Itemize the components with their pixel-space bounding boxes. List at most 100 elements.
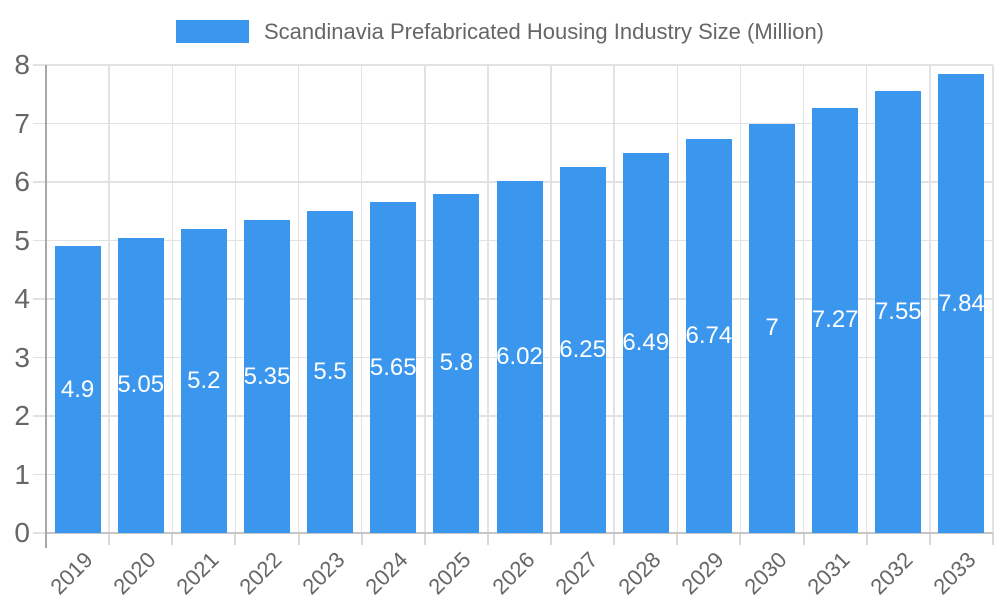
x-tick-mark xyxy=(865,533,868,545)
x-tick-label: 2024 xyxy=(360,547,413,600)
y-tick-mark xyxy=(33,239,46,242)
bar-value-label: 7.84 xyxy=(938,289,985,317)
bar-2028[interactable] xyxy=(622,153,669,533)
bar-2019[interactable] xyxy=(54,246,101,533)
y-gridline xyxy=(46,122,993,125)
x-gridline xyxy=(234,65,237,533)
x-axis-line xyxy=(46,532,993,534)
y-tick-label: 8 xyxy=(14,49,30,80)
x-gridline xyxy=(297,65,300,533)
x-tick-mark xyxy=(802,533,805,545)
bar-value-label: 7 xyxy=(765,314,779,342)
bar-value-label: 7.27 xyxy=(811,306,859,334)
x-gridline xyxy=(424,65,426,533)
y-tick-mark xyxy=(33,122,46,125)
bar-value-label: 5.65 xyxy=(369,353,417,381)
y-tick-mark xyxy=(33,356,46,359)
legend-label: Scandinavia Prefabricated Housing Indust… xyxy=(263,19,825,44)
y-tick-mark xyxy=(33,64,46,66)
x-tick-label: 2019 xyxy=(44,547,98,600)
x-gridline xyxy=(550,65,552,533)
x-tick-mark xyxy=(108,533,111,545)
bar-value-label: 6.74 xyxy=(685,321,733,349)
bar-value-label: 6.02 xyxy=(496,342,543,370)
y-tick-mark xyxy=(33,181,46,183)
x-tick-mark xyxy=(171,533,174,545)
x-tick-mark xyxy=(676,533,679,545)
x-gridline xyxy=(676,65,679,533)
y-axis-line xyxy=(45,65,47,548)
bar-2021[interactable] xyxy=(180,228,227,533)
bar-2027[interactable] xyxy=(559,167,606,533)
x-tick-label: 2025 xyxy=(423,547,477,600)
bar-2031[interactable] xyxy=(812,107,859,533)
x-tick-label: 2027 xyxy=(550,547,603,600)
x-tick-mark xyxy=(739,533,742,545)
x-tick-mark xyxy=(550,533,553,545)
x-tick-label: 2030 xyxy=(739,547,792,600)
y-tick-label: 1 xyxy=(14,458,30,490)
bar-2029[interactable] xyxy=(685,138,732,533)
x-tick-label: 2022 xyxy=(234,547,287,600)
bar-value-label: 5.35 xyxy=(243,362,291,390)
y-tick-mark xyxy=(33,415,46,417)
x-tick-mark xyxy=(360,533,363,545)
x-tick-label: 2021 xyxy=(171,547,224,600)
bar-value-label: 5.5 xyxy=(313,358,347,386)
bar-value-label: 4.9 xyxy=(60,375,95,403)
bar-2020[interactable] xyxy=(117,237,164,533)
y-tick-label: 0 xyxy=(14,517,30,548)
y-tick-label: 7 xyxy=(14,107,30,139)
x-tick-label: 2029 xyxy=(676,547,729,600)
x-gridline xyxy=(108,65,110,533)
x-tick-label: 2031 xyxy=(802,547,855,600)
x-gridline xyxy=(802,65,805,533)
legend[interactable]: Scandinavia Prefabricated Housing Indust… xyxy=(0,20,1000,43)
y-tick-mark xyxy=(33,473,46,476)
y-tick-label: 3 xyxy=(14,341,30,373)
x-gridline xyxy=(865,65,868,533)
x-gridline xyxy=(929,65,931,533)
bar-value-label: 5.8 xyxy=(439,349,474,377)
bar-2033[interactable] xyxy=(938,74,985,533)
x-tick-label: 2023 xyxy=(297,547,350,600)
bar-2024[interactable] xyxy=(370,202,417,533)
bar-2025[interactable] xyxy=(433,193,480,533)
y-tick-mark xyxy=(33,298,46,300)
x-tick-mark xyxy=(613,533,616,545)
bar-2032[interactable] xyxy=(875,91,922,533)
y-tick-label: 4 xyxy=(14,283,30,314)
y-tick-label: 5 xyxy=(14,224,30,256)
x-tick-mark xyxy=(297,533,300,545)
x-tick-mark xyxy=(992,533,994,545)
y-gridline xyxy=(46,64,993,66)
bar-value-label: 5.2 xyxy=(187,366,221,394)
bar-2022[interactable] xyxy=(243,220,290,533)
x-gridline xyxy=(487,65,489,533)
x-tick-mark xyxy=(486,533,489,545)
bar-value-label: 6.25 xyxy=(559,336,606,364)
bar-value-label: 6.49 xyxy=(622,329,670,357)
x-tick-label: 2020 xyxy=(108,547,161,600)
x-gridline xyxy=(992,65,994,533)
x-tick-label: 2032 xyxy=(865,547,918,600)
bar-value-label: 5.05 xyxy=(117,371,165,399)
y-tick-label: 2 xyxy=(14,400,30,431)
bar-2023[interactable] xyxy=(307,211,354,533)
x-tick-label: 2028 xyxy=(613,547,666,600)
x-tick-mark xyxy=(928,533,931,545)
bar-2026[interactable] xyxy=(496,180,543,533)
x-gridline xyxy=(739,65,742,533)
bar-value-label: 7.55 xyxy=(874,298,922,326)
x-gridline xyxy=(360,65,363,533)
legend-swatch[interactable] xyxy=(175,20,249,43)
x-tick-mark xyxy=(423,533,426,545)
x-gridline xyxy=(613,65,615,533)
x-tick-label: 2033 xyxy=(928,547,982,600)
bar-2030[interactable] xyxy=(749,123,796,533)
y-tick-label: 6 xyxy=(14,166,30,197)
y-tick-mark xyxy=(33,532,46,534)
x-tick-label: 2026 xyxy=(486,547,540,600)
x-gridline xyxy=(171,65,174,533)
